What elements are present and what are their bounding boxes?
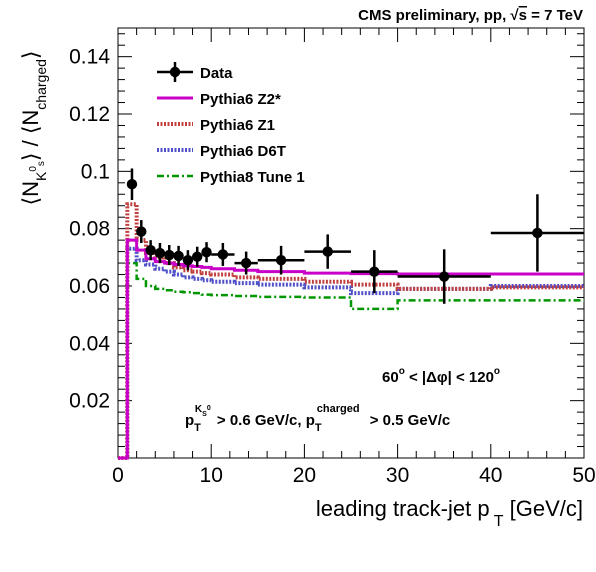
data-point xyxy=(439,271,450,282)
mc-line-pythia6-z2- xyxy=(118,238,584,460)
y-tick-label: 0.12 xyxy=(69,103,110,126)
data-point xyxy=(154,247,166,259)
mc-line-pythia6-z1 xyxy=(118,202,584,460)
y-tick-label: 0.08 xyxy=(69,218,110,241)
x-tick-label: 50 xyxy=(572,464,595,487)
legend-label: Pythia6 Z2* xyxy=(200,91,281,108)
mc-line-pythia8-tune-1 xyxy=(118,261,584,460)
y-axis-label: ⟨NK0s⟩ / ⟨Ncharged⟩ xyxy=(18,51,49,206)
legend-label: Data xyxy=(200,65,233,82)
data-point xyxy=(532,227,543,239)
data-point xyxy=(275,255,287,266)
y-tick-label: 0.1 xyxy=(81,160,110,183)
legend-label: Pythia8 Tune 1 xyxy=(200,169,305,186)
chart-title: CMS preliminary, pp, √s = 7 TeV xyxy=(358,7,583,24)
x-ticks xyxy=(117,28,585,458)
data-point xyxy=(192,251,203,262)
y-tick-label: 0.14 xyxy=(69,46,110,69)
data-point xyxy=(240,257,252,269)
y-tick-label: 0.02 xyxy=(69,390,110,413)
x-axis-label: leading track-jet p T [GeV/c] xyxy=(316,496,583,530)
legend: Data Pythia6 Z2* Pythia6 Z1 Pythia6 D6T Pyth… xyxy=(157,62,305,186)
data-point xyxy=(136,226,147,237)
mc-histograms xyxy=(118,202,584,460)
plot-frame xyxy=(117,27,585,459)
x-tick-label: 0 xyxy=(112,464,124,487)
svg-text:⟨NK0s⟩ / ⟨Ncharged⟩: ⟨NK0s⟩ / ⟨Ncharged⟩ xyxy=(18,51,49,206)
data-points xyxy=(126,168,584,304)
x-tick-label: 20 xyxy=(293,464,316,487)
legend-label: Pythia6 Z1 xyxy=(200,117,275,134)
y-tick-label: 0.04 xyxy=(69,332,110,355)
y-tick-label: 0.06 xyxy=(69,275,110,298)
x-tick-labels: 0 10 20 30 40 50 xyxy=(112,464,596,487)
data-point xyxy=(322,246,333,257)
x-tick-label: 10 xyxy=(200,464,223,487)
data-point xyxy=(145,244,156,256)
x-tick-label: 30 xyxy=(386,464,409,487)
x-tick-label: 40 xyxy=(479,464,502,487)
data-point xyxy=(182,255,194,266)
annotation-dphi: 60o < |Δφ| < 120o xyxy=(382,366,500,386)
legend-label: Pythia6 D6T xyxy=(200,143,286,160)
data-point xyxy=(126,179,138,190)
mc-line-pythia6-d6t xyxy=(118,246,584,460)
data-point xyxy=(164,249,175,261)
data-point xyxy=(201,246,212,258)
annotation-cuts: pTKS0 > 0.6 GeV/c, pTcharged > 0.5 GeV/c xyxy=(185,403,450,434)
data-point xyxy=(173,250,184,262)
y-tick-labels: 0.02 0.04 0.06 0.08 0.1 0.12 0.14 xyxy=(69,46,110,413)
data-point xyxy=(369,266,380,277)
data-point xyxy=(217,249,229,260)
legend-marker-data-dot xyxy=(169,66,181,78)
